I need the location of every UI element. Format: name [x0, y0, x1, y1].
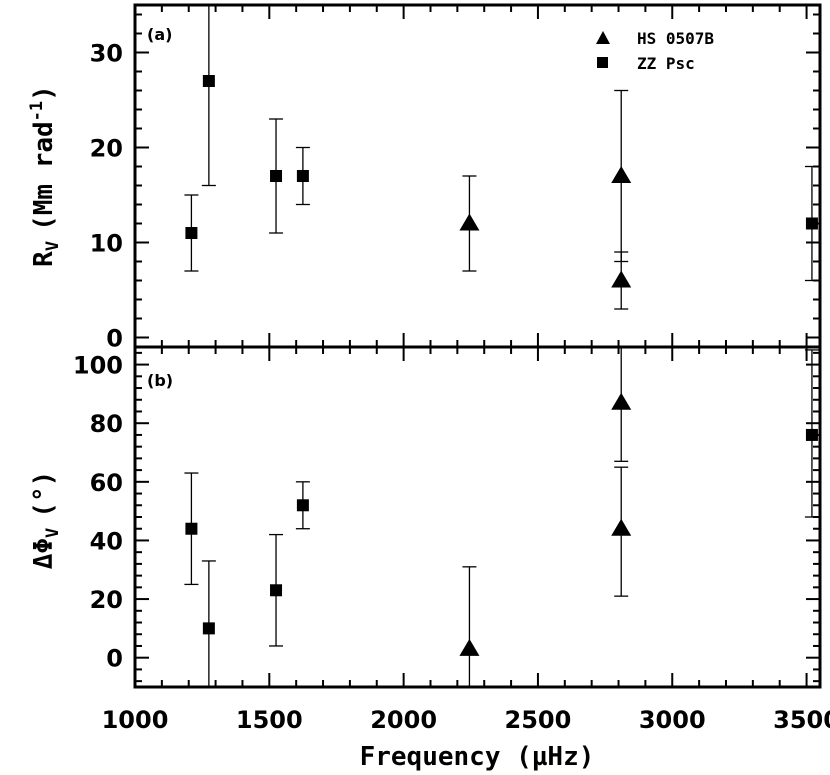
legend: HS 0507B ZZ Psc: [596, 29, 714, 73]
panel-b-square-marker: [185, 522, 198, 535]
x-tick-label: 2500: [505, 706, 572, 734]
x-tick-label: 2000: [370, 706, 437, 734]
legend-triangle-marker: [596, 31, 610, 44]
panel-b-data-layer: [184, 347, 819, 687]
panel-a-triangle-marker: [611, 270, 632, 288]
panel-b-y-axis-symbol: ΔΦ: [29, 538, 59, 569]
x-tick-label: 1500: [236, 706, 303, 734]
panel-b: 0 20 40 60 80 100 (b) ΔΦV (°): [29, 345, 822, 689]
x-tick-label: 1000: [102, 706, 169, 734]
x-tick-label: 3500: [773, 706, 830, 734]
panel-b-label: (b): [147, 371, 173, 390]
panel-a-data-layer: [184, 5, 819, 310]
panel-b-square-marker: [805, 428, 818, 441]
panel-a-y-axis-superscript: -1: [27, 101, 47, 121]
panel-a-y-tick-label: 0: [106, 325, 123, 353]
panel-b-ticks: 0 20 40 60 80 100: [73, 347, 820, 687]
panel-a-square-marker: [296, 170, 309, 182]
x-axis: 1000 1500 2000 2500 3000 3500: [102, 706, 830, 734]
panel-b-square-marker: [270, 584, 283, 597]
panel-b-y-axis-title: ΔΦV (°): [29, 471, 63, 570]
panel-b-y-axis-subscript: V: [43, 528, 63, 538]
panel-b-y-tick-label: 40: [90, 527, 123, 555]
panel-a-y-axis-close: ): [29, 85, 59, 101]
panel-a-label: (a): [147, 25, 172, 44]
x-tick-label: 3000: [639, 706, 706, 734]
legend-square-marker: [597, 57, 608, 68]
panel-a-square-marker: [805, 217, 818, 230]
panel-b-y-tick-label: 100: [73, 352, 123, 380]
panel-b-square-marker: [202, 622, 215, 635]
panel-a-frame: [133, 3, 822, 349]
panel-b-y-tick-label: 20: [90, 586, 123, 614]
panel-a: 0 10 20 30 (a) HS 0507B ZZ Psc RV (Mm rad-1): [27, 3, 822, 353]
panel-b-frame: [133, 345, 822, 689]
panel-a-y-axis-unit: (Mm rad: [29, 121, 59, 231]
panel-b-y-tick-label: 0: [106, 645, 123, 673]
panel-a-y-tick-label: 30: [90, 40, 123, 68]
panel-a-triangle-marker: [611, 166, 632, 183]
panel-a-square-marker: [185, 227, 198, 239]
panel-b-triangle-marker: [611, 392, 632, 410]
panel-b-triangle-marker: [611, 518, 632, 536]
panel-a-y-axis-subscript: V: [43, 241, 63, 251]
x-axis-title: Frequency (µHz): [360, 742, 595, 772]
legend-label-zzpsc: ZZ Psc: [637, 54, 695, 73]
panel-b-square-marker: [296, 499, 309, 512]
panel-a-square-marker: [202, 75, 215, 87]
panel-a-triangle-marker: [459, 213, 480, 231]
panel-b-y-tick-label: 80: [90, 410, 123, 438]
panel-b-triangle-marker: [459, 638, 480, 656]
panel-a-y-axis-symbol: R: [29, 251, 59, 267]
legend-label-hs0507b: HS 0507B: [637, 29, 714, 48]
panel-a-ticks: 0 10 20 30: [90, 5, 820, 353]
panel-b-y-tick-label: 60: [90, 469, 123, 497]
panel-a-y-axis-title: RV (Mm rad-1): [27, 85, 63, 267]
panel-b-y-axis-unit: (°): [29, 471, 59, 518]
panel-a-y-tick-label: 20: [90, 135, 123, 163]
panel-a-y-tick-label: 10: [90, 230, 123, 258]
panel-a-square-marker: [270, 170, 283, 182]
